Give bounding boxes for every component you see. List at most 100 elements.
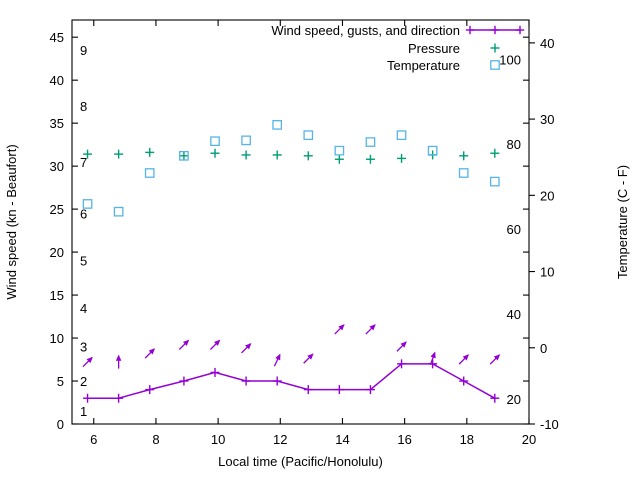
temperature-point [458,168,469,178]
fahrenheit-label-40: 40 [507,307,521,322]
x-tick-label-12: 12 [273,432,287,447]
wind-speed-point [397,359,407,369]
x-tick-label-10: 10 [211,432,225,447]
wind-speed-point [83,393,93,403]
direction-arrow [334,324,345,335]
temperature-point [144,168,155,178]
fahrenheit-scale: 20 40 60 80 100 [499,53,521,407]
direction-arrow [273,353,281,367]
y-tick-label-45: 45 [50,30,64,45]
y-tick-label-15: 15 [50,288,64,303]
temperature-point [113,206,124,217]
fahrenheit-label-20: 20 [507,392,521,407]
beaufort-label-1: 1 [80,404,87,419]
y2-tick-label--10: -10 [540,417,559,432]
wind-speed-point [334,385,344,395]
y-axis-right: -10 0 10 20 30 40 [529,36,559,432]
wind-speed-point [272,376,282,386]
y-tick-label-5: 5 [57,374,64,389]
direction-arrow [82,356,93,368]
temperature-point [272,120,283,130]
temperature-point [82,199,93,209]
legend: Wind speed, gusts, and direction Pressure… [271,23,525,73]
direction-arrow [178,339,190,350]
pressure-point [210,148,220,158]
temperature-point [334,145,345,156]
legend-key-marker [490,25,500,35]
direction-arrow [144,348,156,359]
legend-label: Wind speed, gusts, and direction [271,23,460,38]
pressure-point [145,147,155,157]
wind-speed-point [459,376,469,386]
beaufort-label-7: 7 [80,155,87,170]
legend-label: Pressure [408,41,460,56]
direction-arrow [115,354,122,369]
y-tick-label-0: 0 [57,417,64,432]
plot-frame [71,19,530,425]
temperature-point [365,137,376,147]
y2-tick-label-20: 20 [540,188,554,203]
y-tick-label-35: 35 [50,116,64,131]
x-tick-label-16: 16 [397,432,411,447]
arrow-head [307,353,314,360]
arrow-head [462,354,470,361]
pressure-point [241,150,251,160]
y-tick-label-40: 40 [50,73,64,88]
wind-direction-arrows [82,324,501,369]
y2-tick-label-30: 30 [540,112,554,127]
beaufort-scale: 1 2 3 4 5 6 7 8 9 [80,43,87,419]
wind-speed-point [490,393,500,403]
legend-key-marker [515,25,525,35]
legend-key-marker [465,25,475,35]
pressure-point [490,148,500,158]
legend-entry[interactable]: Pressure [408,41,500,56]
direction-arrow [458,354,470,365]
legend-key-marker [490,43,500,53]
x-tick-label-6: 6 [90,432,97,447]
arrow-head [245,343,252,350]
y-tick-label-25: 25 [50,202,64,217]
pressure-point [303,151,313,161]
direction-arrow [396,341,407,352]
beaufort-label-5: 5 [80,254,87,269]
pressure-point [83,149,93,159]
fahrenheit-label-60: 60 [507,222,521,237]
x-tick-label-14: 14 [335,432,349,447]
fahrenheit-label-100: 100 [499,53,521,68]
beaufort-label-4: 4 [80,301,87,316]
series-pressure [83,147,500,164]
temperature-point [396,130,407,141]
arrow-head [369,324,376,331]
y2-tick-label-0: 0 [540,341,547,356]
beaufort-label-6: 6 [80,206,87,221]
axis-titles: Wind speed (kn - Beaufort) Temperature (C… [4,144,630,469]
direction-arrow [209,339,221,350]
legend-key-marker [490,60,500,70]
y2-tick-label-10: 10 [540,265,554,280]
y-tick-label-30: 30 [50,159,64,174]
arrow-head [338,324,345,331]
pressure-point [397,153,407,163]
arrow-head [430,351,436,359]
legend-label: Temperature [387,58,460,73]
y2-axis-title: Temperature (C - F) [615,165,630,279]
legend-entry[interactable]: Temperature [387,58,500,73]
direction-arrow [429,351,436,366]
legend-entry[interactable]: Wind speed, gusts, and direction [271,23,525,38]
arrow-head [86,356,93,364]
wind-speed-line [87,363,496,399]
direction-arrow [365,324,376,335]
series-temperature [82,120,500,217]
arrow-head [493,354,501,361]
pressure-point [179,151,189,161]
series-wind-speed [83,359,500,403]
beaufort-label-3: 3 [80,340,87,355]
wind-speed-point [179,376,189,386]
x-axis: 6 8 10 12 14 16 18 20 [90,20,536,447]
x-tick-label-8: 8 [152,432,159,447]
beaufort-label-8: 8 [80,99,87,114]
temperature-point [303,130,314,141]
